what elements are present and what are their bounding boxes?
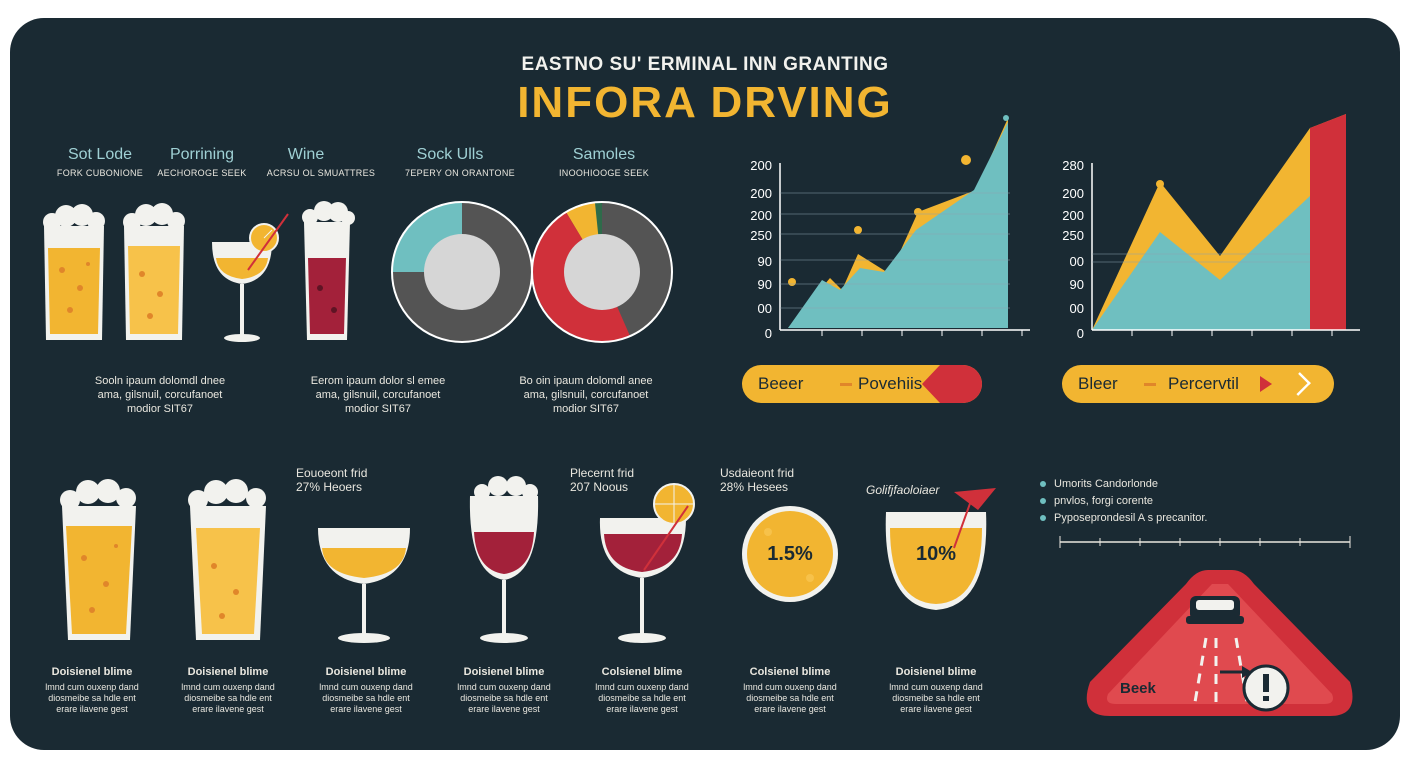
category-sub: 7EPERY ON ORANTONE [405, 168, 515, 178]
stat-caption: Plecernt frid 207 Noous [570, 466, 635, 494]
y-tick-label: 0 [1076, 326, 1084, 341]
y-tick-label: 00 [1069, 301, 1084, 316]
y-tick-label: 200 [1062, 208, 1084, 223]
y-tick-label: 0 [764, 326, 772, 341]
wine-glass-icon [302, 201, 355, 340]
drinks-illustration [43, 114, 1360, 716]
y-tick-label: 90 [757, 254, 772, 269]
y-tick-label: 90 [757, 277, 772, 292]
infographic-panel: EASTNO SU' ERMINAL INN GRANTING INFORA D… [10, 18, 1400, 750]
bullet-dot-icon [1040, 498, 1046, 505]
bottom-item-title: Doisienel blime [895, 666, 977, 678]
y-tick-label: 200 [750, 186, 772, 201]
y-tick-label: 00 [757, 301, 772, 316]
warning-label: Beek [1120, 680, 1156, 697]
category-label: Wine [287, 146, 325, 163]
bottom-item-body: lmnd cum ouxenp dand diosmeibe sa hdle e… [45, 682, 139, 714]
bottom-item-body: lmnd cum ouxenp dand diosmeibe sa hdle e… [595, 682, 689, 714]
beer-glass-icon [123, 203, 185, 340]
legend-pill-1[interactable]: Beeer Povehiis [742, 365, 982, 403]
y-tick-label: 200 [1062, 186, 1084, 201]
stat-caption: Golifjfaoloiaer [866, 483, 940, 497]
bottom-item-body: lmnd cum ouxenp dand diosmeibe sa hdle e… [319, 682, 413, 714]
stat-caption: Usdaieont frid 28% Hesees [720, 466, 795, 494]
paragraph-text: Eerom ipaum dolor sl emee ama, gilsnuil,… [310, 375, 446, 415]
bullet-item: pnvlos, forgi corente [1040, 495, 1153, 507]
y-tick-label: 250 [1062, 228, 1084, 243]
category-label: Samoles [572, 146, 636, 163]
bottom-item-title: Doisienel blime [51, 666, 133, 678]
legend-pill-2[interactable]: Bleer Percervtil [1062, 365, 1334, 403]
bullet-item: Pyposeprondesil A s precanitor. [1040, 512, 1207, 524]
bottom-item-body: lmnd cum ouxenp dand diosmeibe sa hdle e… [743, 682, 837, 714]
pill-label-right: Percervtil [1168, 374, 1239, 393]
bullet-dot-icon [1040, 515, 1046, 522]
y-tick-label: 200 [750, 158, 772, 173]
pill-label-left: Beeer [758, 374, 804, 393]
bottom-item-title: Doisienel blime [325, 666, 407, 678]
bottom-item-title: Colsienel blime [749, 666, 831, 678]
percent-label: 10% [915, 543, 957, 565]
bullet-item: Umorits Candorlonde [1040, 478, 1158, 490]
paragraph-text: Sooln ipaum dolomdl dnee ama, gilsnuil, … [94, 375, 226, 415]
bottom-item-body: lmnd cum ouxenp dand diosmeibe sa hdle e… [457, 682, 551, 714]
beer-glass-icon [43, 204, 105, 340]
area-chart-1 [779, 115, 1030, 336]
category-sub: ACRSU OL SMUATTRES [266, 168, 376, 178]
cocktail-glass-icon [212, 213, 289, 342]
warning-sign-icon [1086, 570, 1353, 716]
red-wine-glass-icon [469, 476, 539, 643]
white-wine-glass-icon [318, 528, 410, 643]
category-sub: INOOHIOOGE SEEK [558, 168, 650, 178]
dash-icon [840, 383, 852, 386]
bottom-item-title: Doisienel blime [187, 666, 269, 678]
bottom-item-body: lmnd cum ouxenp dand diosmeibe sa hdle e… [181, 682, 275, 714]
beer-glass-large-icon [188, 479, 266, 640]
pill-label-left: Bleer [1078, 374, 1118, 393]
donut-chart-1 [391, 201, 533, 343]
chevron-right-icon [1287, 372, 1311, 396]
cocktail-wine-glass-icon [599, 483, 695, 643]
category-sub: AECHOROGE SEEK [157, 168, 247, 178]
pill-label-right: Povehiis [858, 374, 923, 393]
category-sub: FORK CUBONIONE [56, 168, 144, 178]
bottom-item-title: Colsienel blime [601, 666, 683, 678]
y-tick-label: 280 [1062, 158, 1084, 173]
page-subtitle: EASTNO SU' ERMINAL INN GRANTING [521, 54, 889, 75]
bottom-item-body: lmnd cum ouxenp dand diosmeibe sa hdle e… [889, 682, 983, 714]
category-label: Porrining [169, 146, 235, 163]
page-title: INFORA DRVING [517, 78, 893, 127]
cocktail-percent-badge [885, 488, 996, 610]
bullet-dot-icon [1040, 481, 1046, 488]
dash-icon [1144, 383, 1156, 386]
y-tick-label: 200 [750, 208, 772, 223]
play-icon [1260, 376, 1272, 392]
area-chart-2 [1091, 114, 1360, 336]
stat-caption: Eouoeont frid 27% Heoers [296, 466, 368, 494]
category-label: Sock Ulls [416, 146, 484, 163]
y-tick-label: 250 [750, 228, 772, 243]
donut-chart-2 [531, 201, 673, 343]
timeline-scale [1059, 536, 1351, 548]
percent-label: 1.5% [767, 543, 813, 565]
category-label: Sot Lode [67, 146, 133, 163]
pill-arrow [922, 365, 982, 403]
bottom-item-title: Doisienel blime [463, 666, 545, 678]
paragraph-text: Bo oin ipaum dolomdl anee ama, gilsnuil,… [519, 375, 653, 415]
y-tick-label: 90 [1069, 277, 1084, 292]
beer-glass-large-icon [60, 479, 136, 640]
y-tick-label: 00 [1069, 254, 1084, 269]
beer-percent-badge [742, 506, 838, 602]
